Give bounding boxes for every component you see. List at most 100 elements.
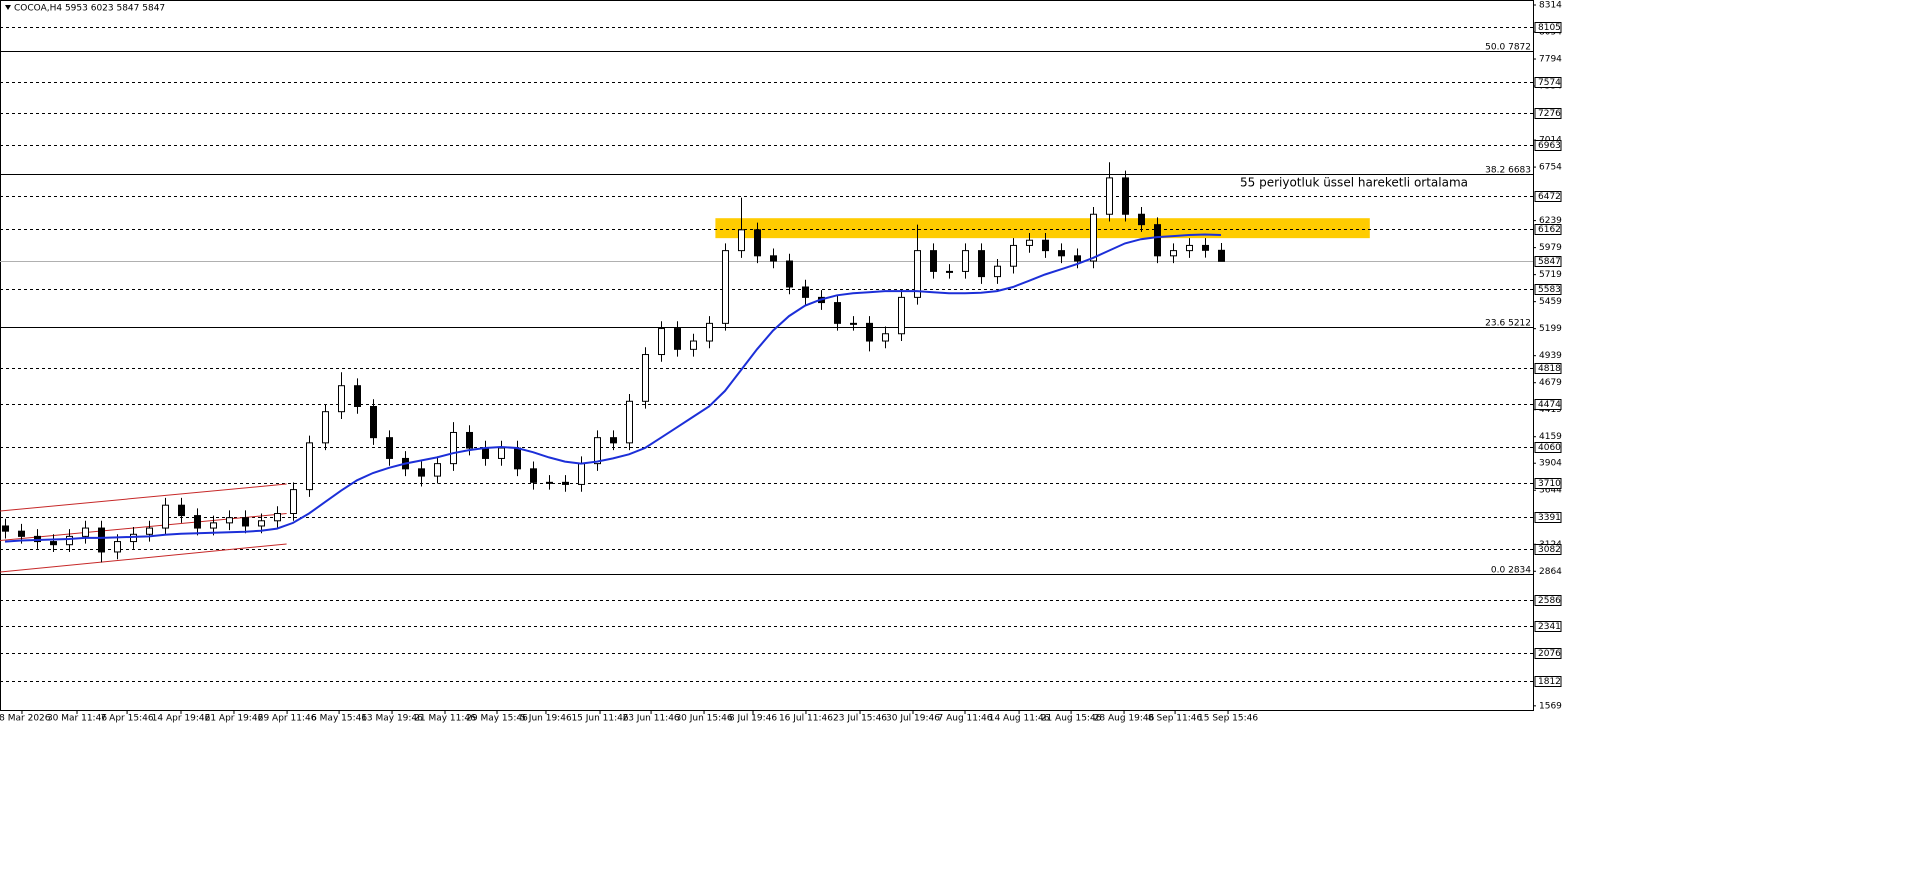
candle-body [786,260,793,288]
x-tick-label: 16 Jul 11:46 [779,714,833,724]
level-label-box [1534,478,1562,489]
candle-body [386,437,393,459]
x-tick-label: 23 Jun 11:46 [622,714,679,724]
x-tick-label: 15 Sep 15:46 [1198,714,1258,724]
candle-body [146,527,153,535]
x-tick-label: 21 Aug 15:46 [1041,714,1102,724]
candle-body [626,400,633,444]
y-tick-label: 4159 [1539,432,1562,442]
menu-triangle [5,5,11,10]
candle-body [562,481,569,485]
candle-body [322,411,329,444]
candle-body [1218,249,1225,262]
candle-body [546,481,553,484]
y-tick-label: 5459 [1539,297,1562,307]
level-label: 4060 [1538,443,1561,453]
candle-body [338,385,345,413]
x-tick-label: 21 May 11:46 [414,714,476,724]
candle-body [754,229,761,257]
candle-body [914,250,921,298]
level-label-box [1534,676,1562,687]
x-tick-label: 5 Jun 19:46 [520,714,572,724]
y-tick-label: 4419 [1539,405,1562,415]
candle-body [994,265,1001,278]
y-tick-label: 5979 [1539,243,1562,253]
candle-body [194,515,201,529]
candle-body [258,520,265,527]
candle-body [1026,239,1033,246]
level-label-box [1534,363,1562,374]
candle-body [610,437,617,444]
fib-label: 0.0 2834 [1491,565,1531,575]
candle-body [1138,213,1145,226]
level-label-box [1534,22,1562,33]
level-label: 6963 [1538,141,1561,151]
candle-body [466,431,473,449]
candle-body [290,489,297,515]
candle-body [514,447,521,470]
y-tick-label: 5719 [1539,270,1562,280]
level-label-box [1534,544,1562,555]
level-label: 3082 [1538,545,1561,555]
level-label: 6472 [1538,192,1561,202]
level-label: 2341 [1538,622,1561,632]
level-label-box [1534,191,1562,202]
x-tick-label: 8 Sep 11:46 [1148,714,1203,724]
candle-body [2,525,9,532]
candle-body [50,541,57,546]
fib-label: 23.6 5212 [1485,318,1531,328]
x-tick-label: 29 May 15:46 [466,714,528,724]
candle-body [978,250,985,278]
level-label-box [1534,595,1562,606]
fib-level: 0.0 [1491,565,1506,575]
plot-layer [0,27,1533,682]
level-label-box [1534,399,1562,410]
y-tick-label: 4679 [1539,378,1562,388]
candle-body [658,328,665,356]
candle-body [498,447,505,459]
candle-body [274,513,281,522]
resistance-zone [715,218,1370,239]
level-label-box [1534,621,1562,632]
y-tick-label: 8314 [1539,0,1562,10]
candle-body [898,296,905,335]
level-label: 1812 [1538,677,1561,687]
x-tick-label: 23 Jul 15:46 [833,714,887,724]
candle-body [434,463,441,477]
candle-body [66,535,73,546]
level-label-box [1534,140,1562,151]
candle-body [882,333,889,342]
x-tick-label: 30 Jul 19:46 [886,714,940,724]
fib-label: 50.0 7872 [1485,42,1531,52]
current-price-box [1534,256,1562,267]
level-label: 4818 [1538,364,1561,374]
candle-body [674,328,681,350]
x-tick-label: 6 May 15:46 [311,714,367,724]
candle-body [98,527,105,553]
level-label: 4474 [1538,400,1561,410]
y-tick-label: 1569 [1539,701,1562,711]
channel-line [0,543,287,573]
annotation: 55 periyotluk üssel hareketli ortalama [1240,176,1468,190]
candle-body [1202,244,1209,251]
candle-body [226,517,233,524]
level-label: 2586 [1538,596,1561,606]
level-label: 2076 [1538,649,1561,659]
candle-body [802,286,809,298]
candle-body [178,504,185,517]
candle-body [354,385,361,407]
candle-body [530,468,537,483]
candle-body [162,504,169,529]
candle-body [242,517,249,527]
fib-value: 6683 [1508,165,1531,175]
candle-body [578,463,585,485]
candle-body [450,431,457,465]
fib-level: 50.0 [1485,42,1505,52]
x-tick-label: 29 Apr 11:46 [258,714,317,724]
candle-body [1186,244,1193,252]
candle-body [690,340,697,350]
level-label: 5583 [1538,285,1561,295]
y-tick-label: 6239 [1539,216,1562,226]
